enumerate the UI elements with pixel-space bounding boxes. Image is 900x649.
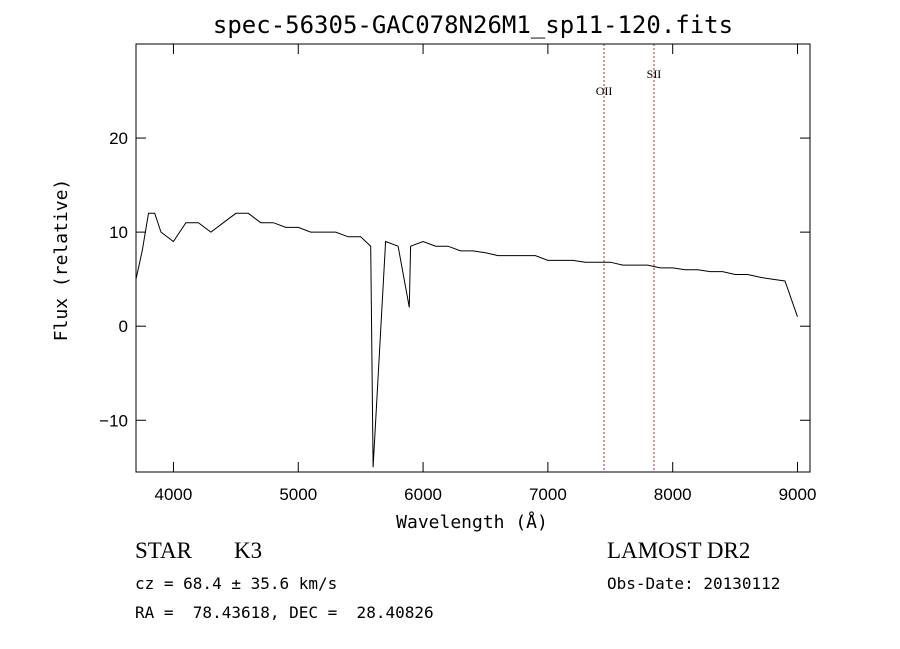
cz-line: cz = 68.4 ± 35.6 km/s bbox=[135, 574, 338, 593]
coords-line: RA = 78.43618, DEC = 28.40826 bbox=[135, 603, 434, 622]
spectrum-chart: spec-56305-GAC078N26M1_sp11-120.fits OII… bbox=[51, 11, 816, 533]
class-label: STAR bbox=[135, 538, 192, 563]
subclass-label: K3 bbox=[233, 538, 263, 563]
y-tick-label: 0 bbox=[119, 317, 128, 336]
plot-area: OII SII bbox=[135, 44, 798, 472]
survey-label: LAMOST DR2 bbox=[607, 538, 751, 563]
chart-title: spec-56305-GAC078N26M1_sp11-120.fits bbox=[213, 11, 733, 39]
x-tick-label: 5000 bbox=[279, 485, 317, 504]
axis-ticks: 4000 5000 6000 7000 8000 9000 −10 0 10 20 bbox=[99, 44, 816, 504]
emission-line-label: OII bbox=[596, 84, 613, 98]
x-tick-label: 9000 bbox=[779, 485, 817, 504]
x-tick-label: 6000 bbox=[404, 485, 442, 504]
spectrum-line bbox=[135, 212, 798, 468]
y-tick-label: −10 bbox=[99, 411, 128, 430]
x-tick-label: 7000 bbox=[529, 485, 567, 504]
y-tick-label: 20 bbox=[109, 129, 128, 148]
plot-frame bbox=[135, 43, 811, 473]
x-tick-label: 8000 bbox=[654, 485, 692, 504]
emission-line-label: SII bbox=[647, 67, 662, 81]
obs-date: Obs-Date: 20130112 bbox=[607, 574, 781, 593]
x-axis-label: Wavelength (Å) bbox=[396, 511, 548, 533]
y-tick-label: 10 bbox=[109, 223, 128, 242]
y-axis-label: Flux (relative) bbox=[51, 179, 72, 342]
object-class: STAR K3 bbox=[135, 538, 262, 564]
x-tick-label: 4000 bbox=[155, 485, 193, 504]
